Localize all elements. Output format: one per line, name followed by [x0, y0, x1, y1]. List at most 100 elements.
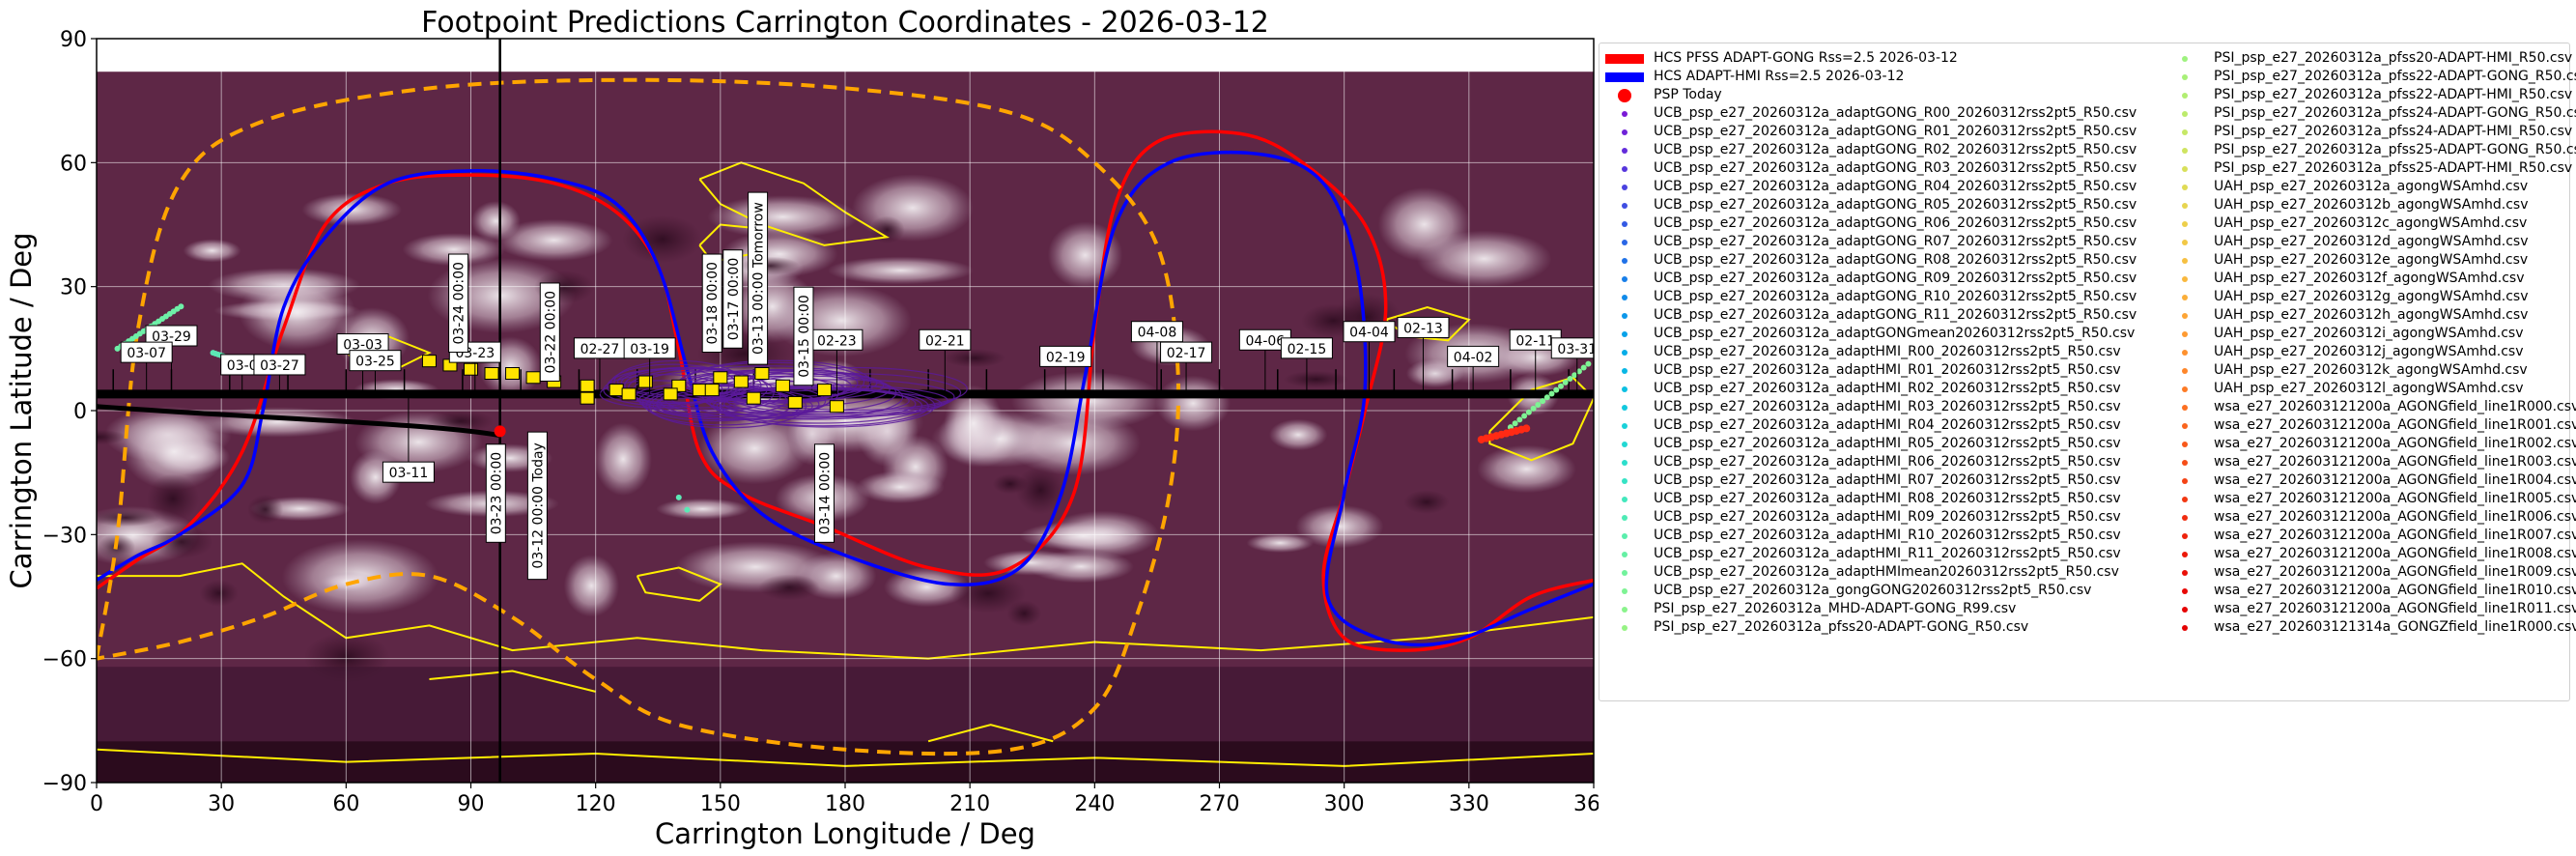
legend-label: UCB_psp_e27_20260312a_adaptGONG_R08_2026…: [1654, 252, 2137, 268]
legend-label: wsa_e27_202603121200a_AGONGfield_line1R0…: [2214, 472, 2576, 488]
legend-label: UAH_psp_e27_20260312c_agongWSAmhd.csv: [2214, 215, 2528, 231]
date-label-text: 03-27: [260, 358, 299, 374]
legend-swatch: [1622, 276, 1628, 282]
legend-label: HCS ADAPT-HMI Rss=2.5 2026-03-12: [1654, 69, 1905, 84]
date-label-text: 04-06: [1246, 333, 1286, 349]
x-tick-label: 270: [1200, 792, 1240, 816]
x-tick-label: 240: [1074, 792, 1115, 816]
legend-label: UCB_psp_e27_20260312a_adaptHMImean202603…: [1654, 564, 2119, 580]
footpoint-square: [704, 384, 720, 397]
legend-label: UCB_psp_e27_20260312a_adaptHMI_R06_20260…: [1654, 454, 2121, 470]
legend-label: wsa_e27_202603121200a_AGONGfield_line1R0…: [2214, 546, 2576, 561]
legend-swatch: [2182, 166, 2188, 172]
legend-swatch-dot: [2182, 56, 2188, 62]
footpoint-square: [663, 387, 678, 401]
y-tick-label: 90: [60, 28, 87, 52]
legend-label: wsa_e27_202603121200a_AGONGfield_line1R0…: [2214, 601, 2576, 616]
legend-swatch: [1622, 442, 1628, 447]
psp-today-dot: [494, 425, 506, 438]
legend-swatch: [2182, 148, 2188, 154]
date-label-box: [623, 337, 676, 359]
bright-region: [239, 274, 356, 351]
legend-label: wsa_e27_202603121200a_AGONGfield_line1R0…: [2214, 528, 2576, 543]
legend-label: UCB_psp_e27_20260312a_adaptGONG_R02_2026…: [1654, 142, 2137, 157]
legend-label: UAH_psp_e27_20260312g_agongWSAmhd.csv: [2214, 289, 2529, 304]
contour-line: [927, 724, 1054, 743]
legend-swatch: [1622, 258, 1628, 264]
hcs-curve-1: [97, 151, 1594, 647]
footpoint-square: [580, 391, 595, 405]
legend-swatch: [2182, 185, 2188, 190]
legend-swatch-dot: [1622, 350, 1628, 356]
legend-swatch-dot: [2182, 442, 2188, 447]
footpoint-green-dot: [1530, 405, 1537, 412]
date-label-text-vertical: 03-15 00:00: [797, 295, 812, 377]
x-tick-label: 0: [90, 792, 103, 816]
bright-region: [1295, 504, 1384, 549]
date-label-text-vertical: 03-24 00:00: [452, 262, 467, 344]
legend-label: UCB_psp_e27_20260312a_adaptHMI_R03_20260…: [1654, 399, 2121, 414]
legend-swatch-dot: [2182, 258, 2188, 264]
legend-swatch: [2182, 460, 2188, 466]
legend-swatch-bar: [1605, 54, 1644, 64]
legend-swatch-dot: [1622, 276, 1628, 282]
legend: HCS PFSS ADAPT-GONG Rss=2.5 2026-03-12 HC…: [1599, 43, 2576, 701]
legend-swatch: [2182, 240, 2188, 245]
footpoint-loop: [733, 373, 962, 414]
legend-swatch-dot: [2182, 185, 2188, 190]
footpoint-square: [464, 362, 478, 376]
footpoint-square: [733, 375, 749, 388]
y-tick-label: −30: [42, 524, 87, 548]
legend-label: UAH_psp_e27_20260312j_agongWSAmhd.csv: [2214, 344, 2524, 359]
legend-swatch-dot: [1622, 533, 1628, 539]
date-label-text: 03-19: [630, 342, 669, 357]
legend-swatch: [2182, 129, 2188, 135]
date-label-box: [120, 341, 173, 363]
date-label-box: [1280, 337, 1333, 359]
contour-line: [429, 670, 596, 693]
x-tick-label: 60: [332, 792, 359, 816]
bright-region: [1477, 444, 1576, 494]
legend-swatch-dot: [2182, 203, 2188, 209]
dark-region: [1403, 490, 1450, 514]
legend-swatch-dot: [1622, 460, 1628, 466]
date-label-text: 04-08: [1138, 326, 1177, 341]
legend-label: UCB_psp_e27_20260312a_adaptHMI_R11_20260…: [1654, 546, 2121, 561]
dark-region: [1015, 466, 1065, 515]
date-label-box: [1447, 345, 1500, 367]
legend-swatch: [2182, 588, 2188, 594]
legend-label: UCB_psp_e27_20260312a_adaptGONG_R07_2026…: [1654, 234, 2137, 249]
legend-label: PSI_psp_e27_20260312a_pfss20-ADAPT-HMI_R…: [2214, 50, 2573, 66]
legend-swatch-dot: [1622, 405, 1628, 411]
footpoint-green-dot: [1540, 398, 1546, 405]
bright-region: [856, 471, 945, 504]
dark-region: [950, 573, 1027, 613]
legend-swatch: [1622, 515, 1628, 521]
x-tick-label: 360: [1573, 792, 1599, 816]
legend-swatch: [2182, 442, 2188, 447]
legend-swatch: [1622, 368, 1628, 374]
date-label-text: 03-31: [1557, 342, 1597, 357]
legend-swatch-dot: [1622, 570, 1628, 576]
dark-region: [199, 580, 239, 607]
legend-swatch: [1622, 148, 1628, 154]
legend-swatch-dot: [2182, 111, 2188, 117]
dark-region: [97, 429, 127, 445]
legend-label: UAH_psp_e27_20260312b_agongWSAmhd.csv: [2214, 197, 2529, 213]
legend-label: wsa_e27_202603121200a_AGONGfield_line1R0…: [2214, 436, 2576, 451]
legend-swatch: [1622, 350, 1628, 356]
legend-swatch-dot: [1622, 221, 1628, 227]
legend-swatch: [2182, 276, 2188, 282]
x-tick-label: 300: [1324, 792, 1365, 816]
legend-swatch-dot: [1622, 258, 1628, 264]
date-label-box: [1039, 345, 1092, 367]
legend-swatch-dot: [1622, 295, 1628, 300]
legend-swatch: [2182, 386, 2188, 392]
legend-swatch: [2182, 405, 2188, 411]
footpoint-square: [746, 391, 761, 405]
legend-label: wsa_e27_202603121200a_AGONGfield_line1R0…: [2214, 417, 2576, 433]
legend-swatch-dot: [1622, 515, 1628, 521]
legend-swatch-dot: [2182, 148, 2188, 154]
x-tick-label: 180: [825, 792, 865, 816]
legend-swatch-dot: [2182, 129, 2188, 135]
